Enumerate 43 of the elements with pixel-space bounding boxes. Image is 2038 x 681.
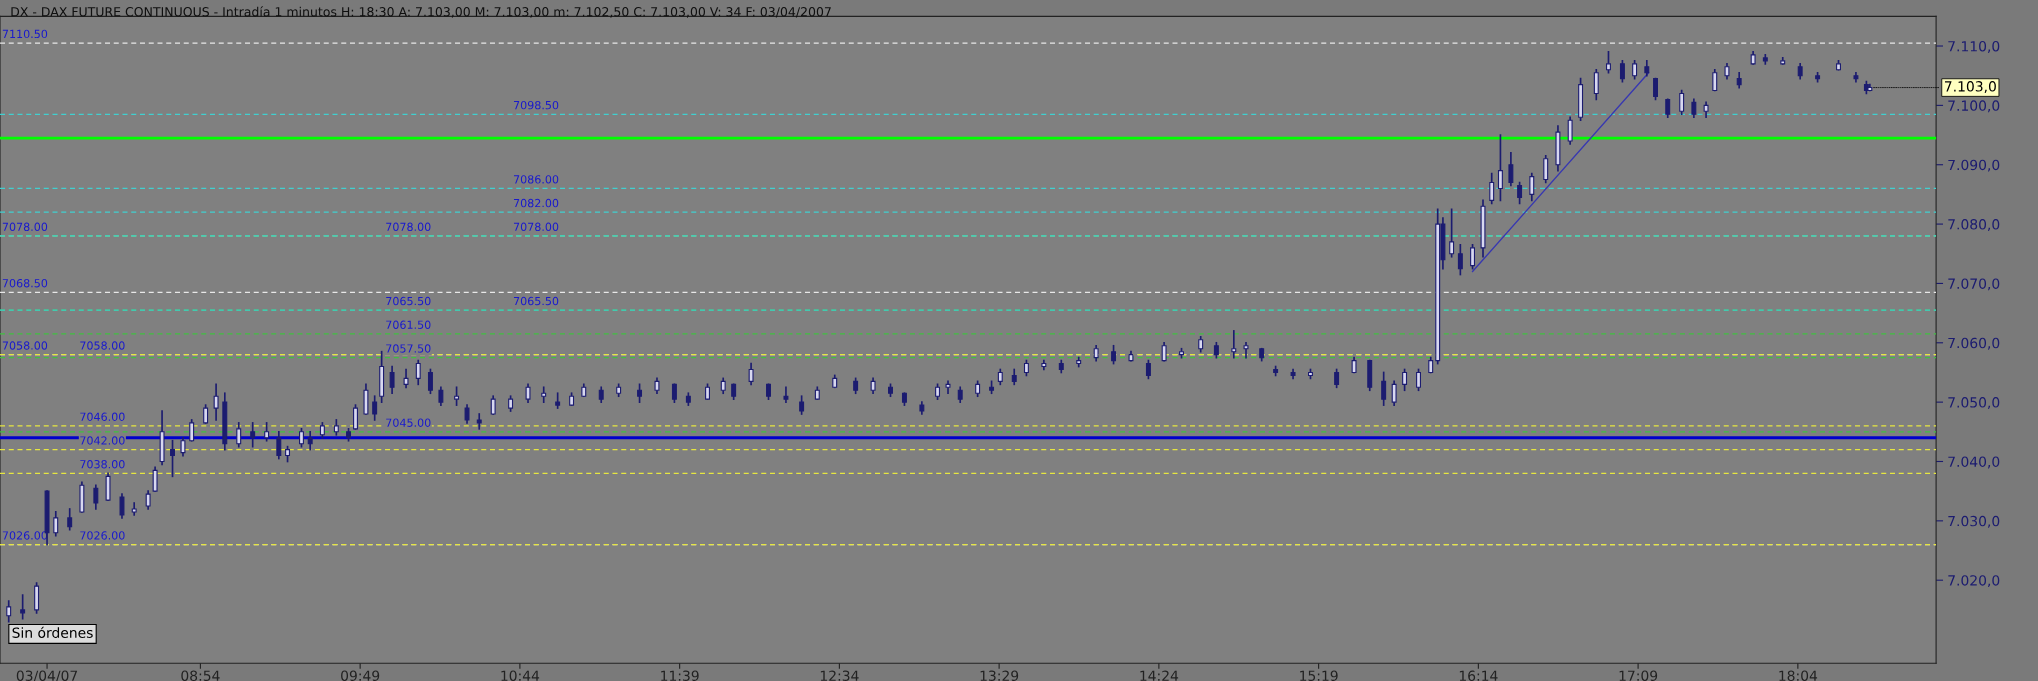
x-tick-label: 09:49 xyxy=(341,670,380,681)
ref-line-label: 7038.00 xyxy=(80,460,125,469)
x-tick-label: 17:09 xyxy=(1619,670,1658,681)
annotation: 7.103,0 xyxy=(1944,81,1996,94)
x-tick-label: 12:34 xyxy=(820,670,859,681)
annotation: Sin órdenes xyxy=(12,626,93,638)
ref-line-label: 7078.00 xyxy=(513,222,559,232)
ref-line-label: 7078.00 xyxy=(2,222,48,232)
y-tick-label: 7.040,0 xyxy=(1948,456,2000,469)
ref-line-label: 7065.50 xyxy=(386,296,431,306)
y-tick-label: 7.080,0 xyxy=(1948,219,2000,231)
y-tick-label: 7.070,0 xyxy=(1948,278,2000,291)
y-tick-label: 7.100,0 xyxy=(1948,100,2000,113)
ref-line-label: 7086.00 xyxy=(513,175,559,184)
ref-line-label: 7058.00 xyxy=(80,341,125,350)
ref-line-label: 7068.50 xyxy=(2,279,48,288)
ref-line-label: 7061.50 xyxy=(386,320,431,329)
x-tick-label: 10:44 xyxy=(501,670,540,681)
ref-line-label: 7065.50 xyxy=(513,296,559,306)
ref-line-label: 7026.00 xyxy=(80,531,125,540)
x-tick-label: 15:19 xyxy=(1300,670,1338,681)
y-tick-label: 7.020,0 xyxy=(1948,575,2000,588)
ref-line-label: 7078.00 xyxy=(386,222,431,232)
x-tick-label: 13:29 xyxy=(980,670,1019,681)
ref-line-label: 7110.50 xyxy=(2,29,48,39)
chart-title: DX - DAX FUTURE CONTINUOUS - Intradía 1 minutos H: 18:30 A: 7.103,00 M: 7.103,00 m: 7.102,50 C: 7.103,00 V: 34 F: 03/04/2007 xyxy=(11,6,831,18)
ref-line-label: 7058.00 xyxy=(2,341,48,350)
y-tick-label: 7.030,0 xyxy=(1948,515,2000,528)
ref-line-label: 7046.00 xyxy=(80,412,125,421)
ref-line-label: 7057.50 xyxy=(386,344,431,353)
y-tick-label: 7.060,0 xyxy=(1948,337,2000,350)
x-tick-label: 18:04 xyxy=(1779,670,1818,681)
ref-line-label: 7045.00 xyxy=(386,418,431,427)
y-tick-label: 7.090,0 xyxy=(1948,159,2000,172)
x-tick-label: 08:54 xyxy=(181,670,220,681)
y-tick-label: 7.110,0 xyxy=(1948,40,2000,53)
x-tick-label: 16:14 xyxy=(1459,670,1498,681)
x-tick-label: 11:39 xyxy=(661,670,699,681)
x-tick-label: 14:24 xyxy=(1140,670,1179,681)
ref-line-label: 7098.50 xyxy=(513,100,559,110)
ref-line-label: 7082.00 xyxy=(513,198,559,208)
ref-line-label: 7042.00 xyxy=(80,436,125,445)
y-tick-label: 7.050,0 xyxy=(1948,397,2000,410)
